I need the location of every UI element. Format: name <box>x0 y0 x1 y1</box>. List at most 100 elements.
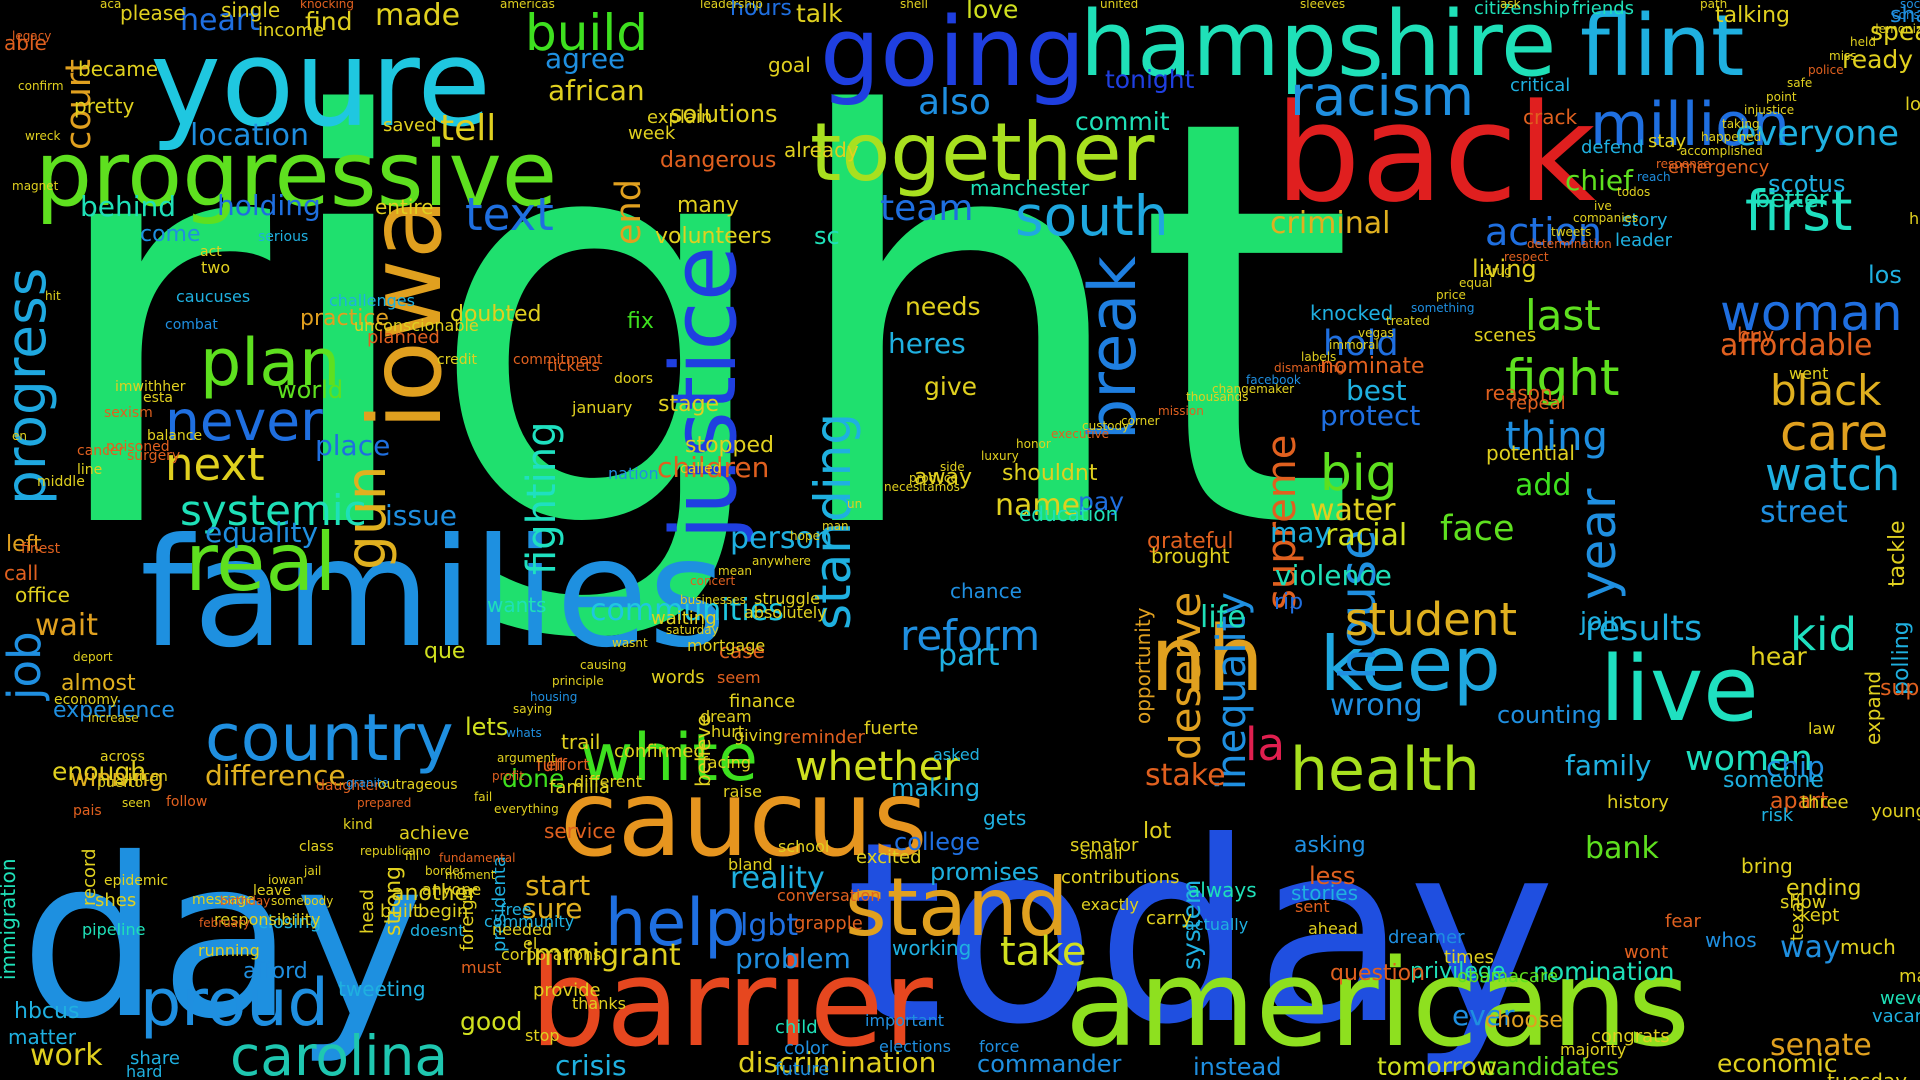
word-gun: gun <box>334 465 398 570</box>
word-border: border <box>425 864 465 878</box>
word-facebook: facebook <box>1246 373 1301 387</box>
word-speak: speak <box>1870 17 1920 46</box>
word-case: case <box>719 639 765 663</box>
word-college: college <box>894 828 980 856</box>
word-thanks: thanks <box>572 994 626 1013</box>
word-school: school <box>778 837 829 856</box>
word-back: back <box>1275 75 1596 232</box>
word-full: full <box>536 755 564 776</box>
word-free: free <box>500 900 532 919</box>
word-kept: kept <box>1800 905 1839 926</box>
word-increase: increase <box>88 711 139 725</box>
word-nation: nation <box>608 464 659 483</box>
word-waiting: waiting <box>651 608 717 629</box>
word-police: police <box>1808 63 1844 77</box>
word-bank: bank <box>1585 831 1659 866</box>
word-finest: finest <box>21 541 61 557</box>
word-built: built <box>380 901 420 922</box>
word-effort: effort <box>546 755 590 774</box>
word-dreamer: dreamer <box>1388 927 1465 948</box>
word-house: house <box>1329 529 1387 680</box>
word-youre: youre <box>150 15 491 154</box>
word-better: better <box>1755 185 1829 213</box>
word-racism: racism <box>1290 64 1474 128</box>
word-dismantling: dismantling <box>1274 361 1344 375</box>
word-difference: difference <box>205 759 346 792</box>
word-goal: goal <box>768 53 811 77</box>
word-hope: hope <box>790 529 820 543</box>
word-facing: facing <box>702 753 751 772</box>
word-follow: follow <box>166 794 207 810</box>
word-watch: watch <box>1765 448 1900 501</box>
word-credit: credit <box>437 352 478 368</box>
word-whats: whats <box>506 726 542 740</box>
word-ive: ive <box>1594 199 1612 213</box>
word-part: part <box>938 638 1000 673</box>
word-please: please <box>120 1 186 25</box>
word-take: take <box>1000 929 1087 975</box>
word-polling: polling <box>1889 621 1914 695</box>
word-location: location <box>190 118 309 153</box>
word-el: el <box>523 934 537 953</box>
word-last: last <box>1525 291 1601 340</box>
word-winning: winning <box>70 764 164 792</box>
word-americans: americans <box>1065 935 1690 1074</box>
word-whether: whether <box>795 744 960 790</box>
word-republicano: republicano <box>360 844 430 858</box>
word-much: much <box>1840 935 1896 959</box>
word-single: single <box>221 0 280 22</box>
word-income: income <box>258 20 324 41</box>
word-un: un <box>847 497 862 511</box>
word-way: way <box>1780 930 1841 965</box>
word-esta: esta <box>143 390 173 406</box>
word-ask: ask <box>1500 0 1521 11</box>
word-african: african <box>548 74 645 107</box>
word-leave: leave <box>253 883 291 899</box>
word-family: family <box>1565 749 1651 782</box>
word-life: life <box>1200 600 1246 635</box>
word-lets: lets <box>465 713 508 741</box>
word-afford: afford <box>243 959 308 984</box>
word-corporations: corporations <box>501 945 601 964</box>
word-south: south <box>1015 184 1169 248</box>
word-immoral: immoral <box>1329 338 1379 352</box>
word-absolutely: absolutely <box>744 603 827 622</box>
word-knocking: knocking <box>300 0 354 11</box>
word-texas: texas <box>1787 892 1808 941</box>
word-poisoned: poisoned <box>106 439 170 455</box>
word-shes: shes <box>95 890 136 911</box>
word-office: office <box>15 583 70 607</box>
word-white: white <box>580 721 758 796</box>
word-many: many <box>677 193 739 218</box>
word-week: week <box>628 123 676 144</box>
word-expand: expand <box>1861 671 1885 745</box>
word-doesnt: doesnt <box>410 921 465 940</box>
word-raise: raise <box>723 782 762 801</box>
word-never: never <box>165 389 323 453</box>
word-caucuses: caucuses <box>176 287 250 306</box>
word-crack: crack <box>1523 105 1577 129</box>
word-always: always <box>1188 878 1257 902</box>
word-may: may <box>1270 516 1331 549</box>
word-lot: lot <box>1143 819 1172 844</box>
word-obamacare: obamacare <box>1457 966 1558 987</box>
word-needs: needs <box>905 292 981 321</box>
word-majority: majority <box>1560 1040 1626 1059</box>
word-americas: americas <box>500 0 555 11</box>
word-bring: bring <box>1741 854 1793 878</box>
word-point: point <box>1766 90 1797 104</box>
word-story: story <box>1622 210 1668 231</box>
word-right: right <box>40 1 1356 653</box>
word-tomorrow: tomorrow <box>1377 1052 1497 1080</box>
word-fundamental: fundamental <box>439 851 515 865</box>
word-senator: senator <box>1070 835 1139 856</box>
word-deport: deport <box>73 650 113 664</box>
word-determination: determination <box>1527 237 1612 251</box>
word-together: together <box>810 106 1155 199</box>
word-health: health <box>1290 735 1480 805</box>
word-volunteers: volunteers <box>655 224 772 249</box>
word-kind: kind <box>343 817 373 833</box>
word-going: going <box>820 0 1085 108</box>
word-add: add <box>1515 468 1571 503</box>
word-supporting: supporting <box>1880 676 1920 701</box>
